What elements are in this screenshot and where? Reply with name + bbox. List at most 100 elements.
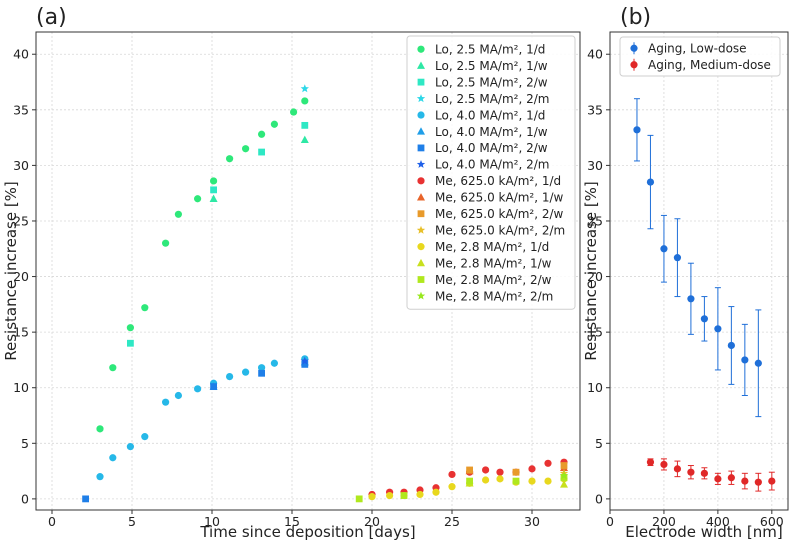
panel-b-legend: Aging, Low-dose Aging, Medium-dose [619, 36, 781, 77]
panel-b-ytick-label: 25 [587, 213, 603, 228]
point-me-2-8-ma-m-1-d [432, 488, 440, 496]
point-aging-low-dose [687, 295, 695, 303]
point-lo-4-0-ma-m-1-d [96, 473, 104, 481]
legend-marker-lo-2-5-ma-m-1-d [417, 45, 425, 53]
point-lo-2-5-ma-m-1-d [126, 324, 134, 332]
panel-b-frame [609, 31, 789, 511]
point-lo-2-5-ma-m-1-d [174, 210, 182, 218]
point-me-625-0-ka-m-1-d [496, 468, 504, 476]
legend-marker-me-2-8-ma-m-1-w [417, 258, 425, 267]
point-lo-2-5-ma-m-1-d [301, 97, 309, 105]
point-aging-medium-dose [768, 477, 776, 485]
point-me-2-8-ma-m-1-d [496, 475, 504, 483]
point-lo-4-0-ma-m-2-m [300, 356, 309, 365]
legend-label: Lo, 4.0 MA/m², 2/m [435, 158, 549, 172]
point-lo-4-0-ma-m-1-d [194, 385, 202, 393]
panel-a-ytick-label: 40 [13, 47, 29, 62]
point-me-625-0-ka-m-2-w [512, 468, 520, 476]
point-aging-low-dose [673, 254, 682, 262]
panel-a-xlabel: Time since deposition [days] [199, 523, 415, 541]
point-lo-4-0-ma-m-1-d [126, 443, 134, 451]
point-aging-low-dose [646, 178, 655, 186]
point-lo-2-5-ma-m-1-d [226, 155, 234, 163]
panel-b-ylabel: Resistance increase [%] [582, 181, 600, 361]
point-lo-2-5-ma-m-1-d [242, 145, 250, 153]
legend-label: Lo, 2.5 MA/m², 2/m [435, 92, 549, 106]
legend-marker-lo-4-0-ma-m-1-d [417, 111, 425, 119]
legend-label: Me, 625.0 kA/m², 2/m [435, 223, 565, 237]
panel-b-xtick-label: 600 [760, 514, 784, 529]
panel-a-xtick-label: 20 [364, 514, 380, 529]
legend-marker-lo-4-0-ma-m-2-m [416, 159, 426, 168]
panel-b-ytick-label: 40 [587, 47, 603, 62]
point-aging-low-dose [727, 341, 735, 350]
point-lo-4-0-ma-m-1-d [162, 398, 170, 406]
panel-a-label: (a) [36, 5, 67, 30]
point-lo-2-5-ma-m-1-d [109, 364, 117, 372]
legend-label: Me, 2.8 MA/m², 2/w [435, 273, 552, 287]
point-lo-2-5-ma-m-1-d [141, 304, 149, 312]
point-lo-2-5-ma-m-1-d [210, 177, 218, 185]
point-me-2-8-ma-m-1-d [386, 491, 394, 500]
point-lo-2-5-ma-m-1-d [162, 239, 170, 247]
point-me-2-8-ma-m-1-d [448, 483, 456, 491]
panel-a-ytick-label: 20 [13, 269, 29, 284]
legend-label: Me, 625.0 kA/m², 2/w [435, 207, 564, 221]
point-lo-4-0-ma-m-2-w [210, 383, 217, 391]
legend-label: Lo, 2.5 MA/m², 2/w [435, 75, 548, 89]
point-me-625-0-ka-m-2-w [560, 462, 568, 469]
panel-a-ytick-label: 0 [21, 491, 29, 506]
panel-a-ytick-label: 30 [13, 158, 29, 173]
point-lo-2-5-ma-m-1-d [270, 120, 278, 128]
panel-a-xtick-label: 30 [524, 514, 540, 529]
legend-label: Lo, 2.5 MA/m², 1/d [435, 43, 545, 57]
point-me-2-8-ma-m-1-d [528, 477, 536, 485]
panel-b-xtick-label: 0 [606, 514, 614, 529]
point-lo-4-0-ma-m-2-w [258, 369, 265, 377]
point-lo-2-5-ma-m-1-d [290, 108, 298, 116]
point-me-2-8-ma-m-2-w [512, 477, 520, 485]
legend-label: Lo, 4.0 MA/m², 2/w [435, 141, 548, 155]
legend-marker-me-2-8-ma-m-2-m [416, 291, 426, 300]
panel-b-ytick-label: 0 [595, 491, 603, 506]
legend-marker-me-2-8-ma-m-1-d [417, 243, 425, 251]
point-aging-medium-dose [700, 469, 708, 477]
point-me-2-8-ma-m-2-m [559, 471, 569, 480]
legend-label: Aging, Low-dose [648, 42, 747, 56]
legend-label: Me, 2.8 MA/m², 1/d [435, 240, 549, 254]
panel-b-xtick-label: 200 [652, 514, 676, 529]
legend-marker-lo-2-5-ma-m-2-m [416, 94, 426, 103]
point-lo-4-0-ma-m-1-d [270, 359, 278, 367]
legend-marker-lo-4-0-ma-m-1-w [417, 127, 425, 135]
point-me-2-8-ma-m-2-w [466, 477, 473, 485]
point-me-2-8-ma-m-2-w [400, 492, 408, 499]
legend-label: Aging, Medium-dose [648, 58, 771, 72]
panel-a-ytick-label: 15 [13, 325, 29, 340]
point-lo-2-5-ma-m-2-w [258, 148, 265, 156]
panel-b-xlabel: Electrode width [nm] [625, 523, 782, 541]
point-aging-low-dose [633, 126, 641, 134]
point-me-2-8-ma-m-2-w [355, 495, 363, 503]
panel-b-ytick-label: 5 [595, 436, 603, 451]
legend-label: Me, 2.8 MA/m², 2/m [435, 289, 553, 303]
legend-label: Lo, 4.0 MA/m², 1/d [435, 108, 545, 122]
point-me-625-0-ka-m-1-d [544, 459, 552, 467]
legend-marker-aging-low-dose [630, 44, 638, 52]
legend-marker-me-625-0-ka-m-1-d [417, 177, 425, 185]
panel-a-legend: Lo, 2.5 MA/m², 1/d Lo, 2.5 MA/m², 1/w Lo, … [406, 35, 576, 310]
point-aging-medium-dose [754, 478, 762, 486]
panel-a: (a) 0 5 10 15 20 25 30 0 5 10 15 20 25 30 35 40 Time si… [2, 5, 581, 541]
panel-a-legend-box [406, 35, 576, 310]
legend-marker-lo-4-0-ma-m-2-w [417, 144, 425, 152]
point-lo-4-0-ma-m-2-w [301, 360, 309, 368]
legend-label: Me, 625.0 kA/m², 1/d [435, 174, 561, 188]
panel-a-xtick-label: 5 [128, 514, 136, 529]
point-lo-4-0-ma-m-1-d [174, 391, 182, 400]
point-me-625-0-ka-m-2-w [466, 466, 473, 474]
point-aging-medium-dose [741, 477, 749, 485]
point-lo-4-0-ma-m-1-d [226, 373, 234, 381]
point-lo-2-5-ma-m-2-w [301, 121, 309, 129]
point-aging-medium-dose [660, 460, 668, 469]
point-aging-low-dose [714, 325, 722, 333]
